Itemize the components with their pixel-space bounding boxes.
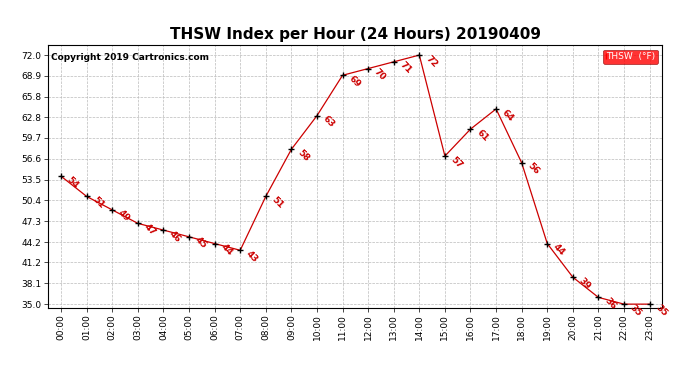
Text: 63: 63: [321, 114, 336, 129]
Text: 71: 71: [398, 60, 413, 76]
Text: 36: 36: [602, 296, 618, 311]
Text: 47: 47: [142, 222, 157, 237]
Text: 46: 46: [168, 229, 183, 244]
Text: 51: 51: [91, 195, 106, 210]
Text: 49: 49: [117, 209, 132, 224]
Text: 61: 61: [475, 128, 490, 143]
Text: 69: 69: [346, 74, 362, 89]
Text: 51: 51: [270, 195, 285, 210]
Legend: THSW  (°F): THSW (°F): [603, 50, 658, 64]
Text: 44: 44: [219, 242, 234, 258]
Text: 43: 43: [244, 249, 259, 264]
Text: 57: 57: [449, 154, 464, 170]
Text: Copyright 2019 Cartronics.com: Copyright 2019 Cartronics.com: [51, 53, 209, 62]
Text: 39: 39: [577, 276, 592, 291]
Text: 56: 56: [526, 161, 541, 177]
Text: 72: 72: [424, 54, 439, 69]
Text: 35: 35: [628, 303, 643, 318]
Text: 35: 35: [653, 303, 669, 318]
Text: 44: 44: [551, 242, 566, 258]
Text: 58: 58: [295, 148, 310, 163]
Text: 64: 64: [500, 108, 515, 123]
Text: 45: 45: [193, 236, 208, 251]
Text: 70: 70: [373, 67, 388, 82]
Text: 54: 54: [66, 175, 81, 190]
Title: THSW Index per Hour (24 Hours) 20190409: THSW Index per Hour (24 Hours) 20190409: [170, 27, 541, 42]
